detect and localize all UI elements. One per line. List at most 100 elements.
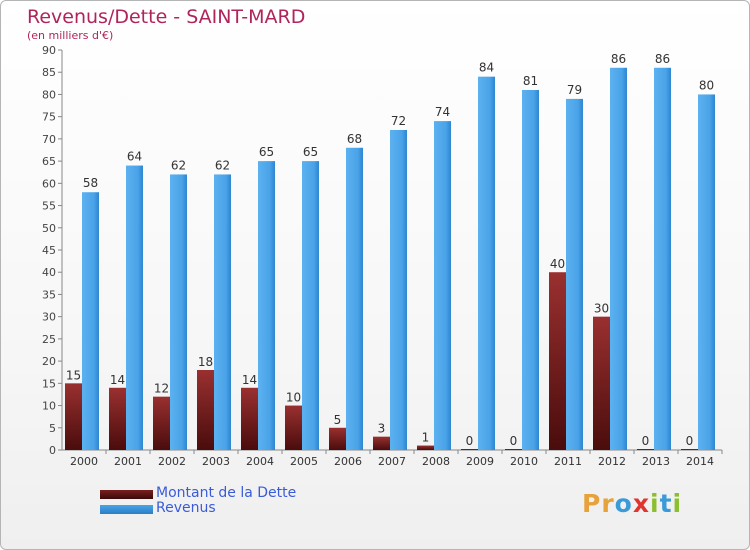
revenue-bar [698,94,715,450]
revenue-value-label: 86 [655,52,670,66]
debt-value-label: 3 [378,422,386,436]
x-tick-label: 2001 [114,455,142,468]
y-tick-label: 75 [42,111,56,124]
x-tick-label: 2002 [158,455,186,468]
debt-value-label: 0 [510,434,518,448]
x-tick-label: 2007 [378,455,406,468]
x-tick-label: 2011 [554,455,582,468]
y-tick-label: 30 [42,311,56,324]
revenue-bar [434,121,451,450]
x-tick-label: 2005 [290,455,318,468]
debt-value-label: 5 [334,413,342,427]
debt-value-label: 14 [110,373,125,387]
y-tick-label: 70 [42,133,56,146]
debt-value-label: 18 [198,355,213,369]
x-tick-label: 2003 [202,455,230,468]
revenue-bar [390,130,407,450]
revenue-bar [170,174,187,450]
y-tick-label: 10 [42,400,56,413]
debt-value-label: 0 [466,434,474,448]
revenue-value-label: 65 [259,145,274,159]
chart-title: Revenus/Dette - SAINT-MARD [27,6,306,28]
revenue-value-label: 65 [303,145,318,159]
legend-swatch-debt [100,490,153,499]
revenue-bar [346,147,363,450]
y-tick-label: 80 [42,88,56,101]
logo-letter: t [659,489,673,518]
y-tick-label: 35 [42,288,56,301]
y-tick-label: 90 [42,44,56,57]
debt-bar [329,427,346,450]
x-tick-label: 2013 [642,455,670,468]
logo-letter: i [672,489,683,518]
revenue-value-label: 84 [479,61,494,75]
debt-value-label: 10 [286,391,301,405]
y-tick-label: 15 [42,377,56,390]
revenue-bar [566,98,583,450]
debt-bar [417,445,434,450]
logo-letter: r [601,489,615,518]
debt-bar [109,387,126,450]
debt-bar [593,316,610,450]
legend-swatch-revenue [100,505,153,514]
revenue-bar [654,67,671,451]
revenue-value-label: 74 [435,105,450,119]
x-tick-label: 2014 [686,455,714,468]
debt-bar [153,396,170,450]
y-tick-label: 65 [42,155,56,168]
chart-subtitle: (en milliers d'€) [27,29,114,42]
debt-bar [681,449,698,450]
debt-value-label: 0 [686,434,694,448]
revenue-value-label: 58 [83,176,98,190]
debt-value-label: 12 [154,382,169,396]
x-tick-label: 2008 [422,455,450,468]
revenue-bar [522,90,539,450]
x-tick-label: 2012 [598,455,626,468]
debt-value-label: 0 [642,434,650,448]
legend-label-revenue: Revenus [156,500,216,516]
revenue-bar [126,165,143,451]
y-tick-label: 40 [42,266,56,279]
debt-value-label: 14 [242,373,257,387]
logo-letter: o [614,489,633,518]
revenue-value-label: 80 [699,78,714,92]
debt-value-label: 15 [66,368,81,382]
revenue-bar [214,174,231,450]
logo-letter: P [582,489,602,518]
revenue-bar [610,67,627,451]
revenue-value-label: 86 [611,52,626,66]
debt-bar [461,449,478,450]
revenue-bar [258,161,275,450]
x-tick-label: 2004 [246,455,274,468]
x-tick-label: 2010 [510,455,538,468]
revenue-value-label: 62 [171,158,186,172]
y-tick-label: 0 [49,444,56,457]
proxiti-logo: Proxiti [582,489,682,518]
revenue-value-label: 79 [567,83,582,97]
debt-bar [285,405,302,450]
x-tick-label: 2009 [466,455,494,468]
revenue-bar [302,161,319,450]
debt-bar [505,449,522,450]
revenue-value-label: 64 [127,150,142,164]
revenue-value-label: 81 [523,74,538,88]
legend-label-debt: Montant de la Dette [156,485,297,501]
x-tick-label: 2006 [334,455,362,468]
y-tick-label: 55 [42,200,56,213]
y-tick-label: 45 [42,244,56,257]
logo-letter: x [632,489,650,518]
debt-bar [549,272,566,450]
y-tick-label: 50 [42,222,56,235]
debt-value-label: 40 [550,257,565,271]
y-tick-label: 25 [42,333,56,346]
revenue-bar [82,192,99,450]
revenue-value-label: 62 [215,158,230,172]
x-tick-label: 2000 [70,455,98,468]
debt-bar [241,387,258,450]
y-tick-label: 60 [42,177,56,190]
debt-bar [373,436,390,450]
y-tick-label: 85 [42,66,56,79]
revenue-value-label: 68 [347,132,362,146]
logo-letter: i [650,489,660,518]
